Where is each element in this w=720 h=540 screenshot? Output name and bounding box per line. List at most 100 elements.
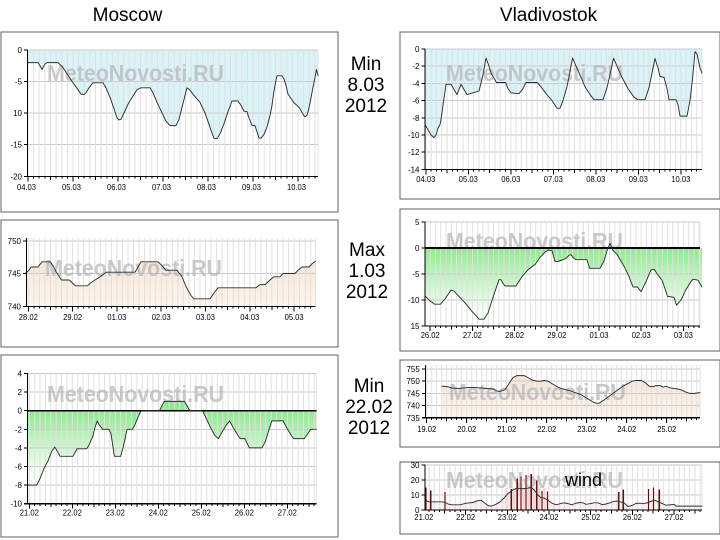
svg-text:21.02: 21.02 <box>414 513 434 522</box>
svg-text:-5: -5 <box>15 78 23 87</box>
svg-text:MeteoNovosti.RU: MeteoNovosti.RU <box>47 381 224 407</box>
svg-text:02.03: 02.03 <box>152 313 172 322</box>
svg-text:5: 5 <box>415 218 420 227</box>
svg-text:2012: 2012 <box>346 282 388 303</box>
svg-text:MeteoNovosti.RU: MeteoNovosti.RU <box>446 228 623 254</box>
svg-text:-8: -8 <box>15 481 23 490</box>
svg-text:23.02: 23.02 <box>577 425 597 434</box>
svg-text:04.03: 04.03 <box>17 183 37 192</box>
svg-text:24.02: 24.02 <box>617 425 637 434</box>
svg-text:0: 0 <box>415 45 420 54</box>
svg-text:1.03: 1.03 <box>349 261 386 282</box>
svg-text:2012: 2012 <box>348 418 390 439</box>
svg-text:740: 740 <box>406 402 420 411</box>
svg-text:MeteoNovosti.RU: MeteoNovosti.RU <box>446 60 623 86</box>
svg-text:06.03: 06.03 <box>501 175 521 184</box>
svg-text:0: 0 <box>18 407 23 416</box>
svg-text:750: 750 <box>8 237 22 246</box>
svg-text:24.02: 24.02 <box>149 509 169 518</box>
svg-text:-4: -4 <box>412 79 420 88</box>
svg-text:25.02: 25.02 <box>657 425 677 434</box>
svg-text:01.03: 01.03 <box>590 331 610 340</box>
svg-text:MeteoNovosti.RU: MeteoNovosti.RU <box>47 60 224 86</box>
svg-text:08.03: 08.03 <box>197 183 217 192</box>
svg-text:-12: -12 <box>408 148 420 157</box>
svg-text:26.02: 26.02 <box>235 509 255 518</box>
svg-text:735: 735 <box>406 414 420 423</box>
svg-text:29.02: 29.02 <box>547 331 567 340</box>
svg-text:26.02: 26.02 <box>623 513 643 522</box>
svg-text:Max: Max <box>349 240 385 261</box>
svg-text:8.03: 8.03 <box>348 75 385 96</box>
svg-text:-10: -10 <box>408 296 420 305</box>
svg-text:21.02: 21.02 <box>20 509 40 518</box>
svg-text:23.02: 23.02 <box>106 509 126 518</box>
svg-text:-20: -20 <box>10 173 22 182</box>
svg-text:Vladivostok: Vladivostok <box>500 5 598 26</box>
svg-text:19.02: 19.02 <box>417 425 437 434</box>
svg-text:30: 30 <box>411 461 420 470</box>
svg-text:29.02: 29.02 <box>63 313 83 322</box>
svg-text:01.03: 01.03 <box>107 313 127 322</box>
svg-text:755: 755 <box>406 365 420 374</box>
svg-text:745: 745 <box>8 270 22 279</box>
svg-text:26.02: 26.02 <box>421 331 441 340</box>
svg-text:-4: -4 <box>15 444 23 453</box>
svg-text:05.03: 05.03 <box>459 175 479 184</box>
svg-text:Moscow: Moscow <box>93 5 163 26</box>
svg-text:27.02: 27.02 <box>463 331 483 340</box>
svg-text:05.03: 05.03 <box>62 183 82 192</box>
svg-text:0: 0 <box>18 46 23 55</box>
svg-text:Min: Min <box>354 376 385 397</box>
svg-text:15: 15 <box>411 322 420 331</box>
svg-text:MeteoNovosti.RU: MeteoNovosti.RU <box>45 255 222 281</box>
svg-text:04.03: 04.03 <box>416 175 436 184</box>
svg-text:10: 10 <box>13 109 22 118</box>
svg-text:wind: wind <box>564 470 602 490</box>
svg-text:09.03: 09.03 <box>629 175 649 184</box>
svg-text:0: 0 <box>415 506 420 515</box>
svg-text:23.02: 23.02 <box>498 513 518 522</box>
svg-text:03.03: 03.03 <box>196 313 216 322</box>
svg-text:21.02: 21.02 <box>497 425 517 434</box>
svg-text:24.02: 24.02 <box>540 513 560 522</box>
svg-text:22.02: 22.02 <box>537 425 557 434</box>
svg-text:-2: -2 <box>412 62 420 71</box>
svg-text:-10: -10 <box>408 131 420 140</box>
svg-text:09.03: 09.03 <box>242 183 262 192</box>
svg-text:2012: 2012 <box>345 96 387 117</box>
svg-text:04.03: 04.03 <box>240 313 260 322</box>
svg-text:-6: -6 <box>15 463 23 472</box>
svg-text:27.02: 27.02 <box>278 509 298 518</box>
svg-text:740: 740 <box>8 303 22 312</box>
svg-text:-15: -15 <box>10 141 22 150</box>
svg-text:05.03: 05.03 <box>285 313 305 322</box>
svg-text:0: 0 <box>415 244 420 253</box>
svg-text:08.03: 08.03 <box>586 175 606 184</box>
svg-text:-6: -6 <box>412 97 420 106</box>
svg-text:25.02: 25.02 <box>192 509 212 518</box>
svg-text:28.02: 28.02 <box>19 313 39 322</box>
svg-text:22.02: 22.02 <box>63 509 83 518</box>
svg-text:20.02: 20.02 <box>457 425 477 434</box>
svg-text:-14: -14 <box>408 166 420 175</box>
svg-text:07.03: 07.03 <box>544 175 564 184</box>
svg-text:06.03: 06.03 <box>107 183 127 192</box>
svg-text:03.03: 03.03 <box>674 331 694 340</box>
svg-text:-2: -2 <box>15 425 23 434</box>
svg-text:27.02: 27.02 <box>665 513 685 522</box>
svg-text:750: 750 <box>406 377 420 386</box>
svg-text:28.02: 28.02 <box>505 331 525 340</box>
svg-text:2: 2 <box>18 388 23 397</box>
svg-text:MeteoNovosti.RU: MeteoNovosti.RU <box>449 379 626 405</box>
svg-text:-10: -10 <box>10 500 22 509</box>
svg-text:10: 10 <box>411 491 420 500</box>
svg-text:10.03: 10.03 <box>287 183 307 192</box>
svg-text:10.03: 10.03 <box>671 175 691 184</box>
svg-text:Min: Min <box>351 54 382 75</box>
svg-text:22.02: 22.02 <box>345 397 393 418</box>
svg-text:745: 745 <box>406 389 420 398</box>
svg-text:-8: -8 <box>412 114 420 123</box>
svg-text:22.02: 22.02 <box>456 513 476 522</box>
svg-text:20: 20 <box>411 476 420 485</box>
